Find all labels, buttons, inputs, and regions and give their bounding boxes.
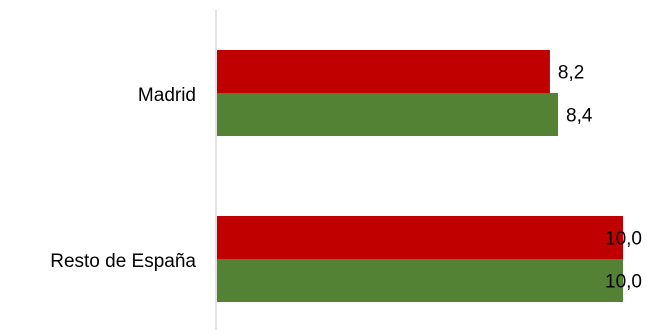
bar-resto-de-espana-series-1 <box>217 216 623 259</box>
data-label-resto-de-espana-series-1: 10,0 <box>605 229 642 250</box>
category-label-madrid: Madrid <box>138 85 196 106</box>
bar-resto-de-espana-series-2 <box>217 259 623 302</box>
bar-madrid-series-1 <box>217 50 550 93</box>
data-label-madrid-series-2: 8,4 <box>566 106 593 127</box>
data-label-madrid-series-1: 8,2 <box>558 63 584 84</box>
category-label-resto-de-espana: Resto de España <box>50 251 196 272</box>
bar-madrid-series-2 <box>217 93 559 136</box>
data-label-resto-de-espana-series-2: 10,0 <box>605 272 642 293</box>
